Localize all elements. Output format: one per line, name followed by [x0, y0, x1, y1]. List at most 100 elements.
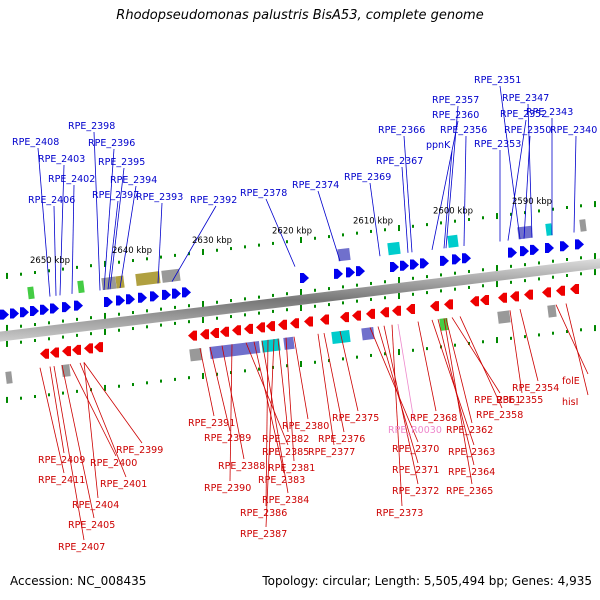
accession-text: Accession: NC_008435	[10, 574, 147, 588]
tick-dot	[146, 325, 148, 329]
forward-leader-line	[317, 190, 341, 262]
tick-dot	[90, 264, 92, 268]
reverse-gene-label: RPE_2381	[268, 463, 315, 474]
reverse-leader-line	[377, 326, 419, 464]
genome-summary: Topology: circular; Length: 5,505,494 bp…	[262, 574, 592, 588]
reverse-leader-line	[293, 336, 309, 420]
forward-gene-arrow	[162, 289, 171, 300]
forward-leader-line	[401, 166, 409, 253]
tick-dot	[328, 287, 330, 291]
reverse-gene-label: RPE_2363	[448, 447, 495, 458]
reverse-leader-line	[53, 365, 85, 541]
reverse-leader-line	[417, 321, 437, 412]
tick-dot	[202, 316, 204, 323]
tick-dot	[412, 292, 414, 296]
tick-dot	[188, 320, 190, 324]
tick-dot	[6, 324, 8, 331]
tick-dot	[104, 328, 106, 335]
tick-dot	[174, 377, 176, 381]
forward-gene-arrow	[462, 253, 471, 264]
reverse-gene-label: RPE_2380	[282, 421, 329, 432]
tick-dot	[272, 241, 274, 245]
cog-box-upper	[27, 286, 35, 300]
tick-dot	[62, 319, 64, 323]
reverse-leader-line	[221, 345, 245, 460]
forward-leader-line	[37, 147, 51, 297]
forward-gene-label: RPE_2369	[344, 172, 391, 183]
tick-dot	[76, 265, 78, 269]
forward-leader-line	[119, 185, 137, 289]
tick-dot	[34, 339, 36, 343]
forward-leader-line	[443, 150, 453, 249]
forward-gene-arrow	[126, 294, 135, 305]
forward-gene-label: ppnK	[426, 140, 451, 151]
scale-label: 2600 kbp	[433, 207, 473, 217]
tick-dot	[132, 311, 134, 315]
tick-dot	[328, 303, 330, 307]
rna-gene-label: RPE_R0030	[388, 425, 442, 436]
forward-gene-label: RPE_2353	[474, 139, 521, 150]
forward-gene-arrow	[40, 304, 49, 315]
reverse-gene-arrow	[200, 329, 209, 340]
tick-dot	[566, 205, 568, 209]
reverse-leader-line	[61, 365, 95, 519]
reverse-leader-line	[431, 319, 475, 446]
reverse-gene-arrow	[444, 299, 453, 310]
tick-dot	[398, 277, 400, 284]
tick-dot	[188, 304, 190, 308]
reverse-gene-label: RPE_2358	[476, 410, 523, 421]
tick-dot	[510, 336, 512, 340]
tick-dot	[538, 277, 540, 281]
reverse-gene-label: RPE_2399	[116, 445, 163, 456]
tick-dot	[384, 228, 386, 232]
reverse-gene-arrow	[62, 346, 71, 357]
cog-box-upper	[545, 223, 553, 236]
tick-dot	[272, 293, 274, 297]
tick-dot	[412, 348, 414, 352]
forward-gene-arrow	[138, 292, 147, 303]
tick-dot	[398, 225, 400, 232]
tick-dot	[160, 307, 162, 311]
tick-dot	[342, 285, 344, 289]
reverse-leader-line	[451, 317, 501, 394]
reverse-leader-line	[261, 340, 289, 494]
tick-dot	[356, 299, 358, 303]
tick-dot	[286, 308, 288, 312]
forward-leader-line	[71, 184, 75, 294]
scale-label: 2630 kbp	[192, 236, 232, 246]
tick-dot	[426, 275, 428, 279]
forward-gene-arrow	[300, 273, 309, 283]
reverse-gene-arrow	[84, 343, 93, 354]
tick-dot	[342, 301, 344, 305]
tick-dot	[426, 223, 428, 227]
forward-gene-arrow	[20, 307, 29, 318]
reverse-gene-label: RPE_2372	[392, 486, 439, 497]
reverse-leader-line	[459, 316, 503, 409]
tick-dot	[524, 279, 526, 283]
forward-leader-line	[109, 167, 125, 290]
tick-dot	[440, 221, 442, 225]
tick-dot	[440, 273, 442, 277]
tick-dot	[356, 283, 358, 287]
reverse-gene-label: RPE_2371	[392, 465, 439, 476]
tick-dot	[524, 263, 526, 267]
tick-dot	[384, 352, 386, 356]
cog-box-lower	[209, 340, 261, 359]
tick-dot	[412, 224, 414, 228]
cog-box-upper	[517, 225, 533, 240]
reverse-leader-line	[285, 337, 295, 462]
reverse-gene-label: RPE_2376	[318, 434, 365, 445]
reverse-gene-arrow	[290, 318, 299, 329]
tick-dot	[230, 315, 232, 319]
reverse-gene-label: RPE_2384	[262, 495, 309, 506]
forward-gene-label: RPE_2366	[378, 125, 425, 136]
tick-dot	[510, 280, 512, 284]
reverse-leader-line	[369, 327, 419, 443]
forward-gene-label: RPE_2356	[440, 125, 487, 136]
forward-leader-line	[59, 164, 65, 296]
tick-dots	[6, 201, 596, 403]
tick-dot	[314, 360, 316, 364]
forward-gene-label: RPE_2340	[550, 125, 597, 136]
tick-dot	[538, 261, 540, 265]
forward-leader-line	[507, 119, 527, 241]
